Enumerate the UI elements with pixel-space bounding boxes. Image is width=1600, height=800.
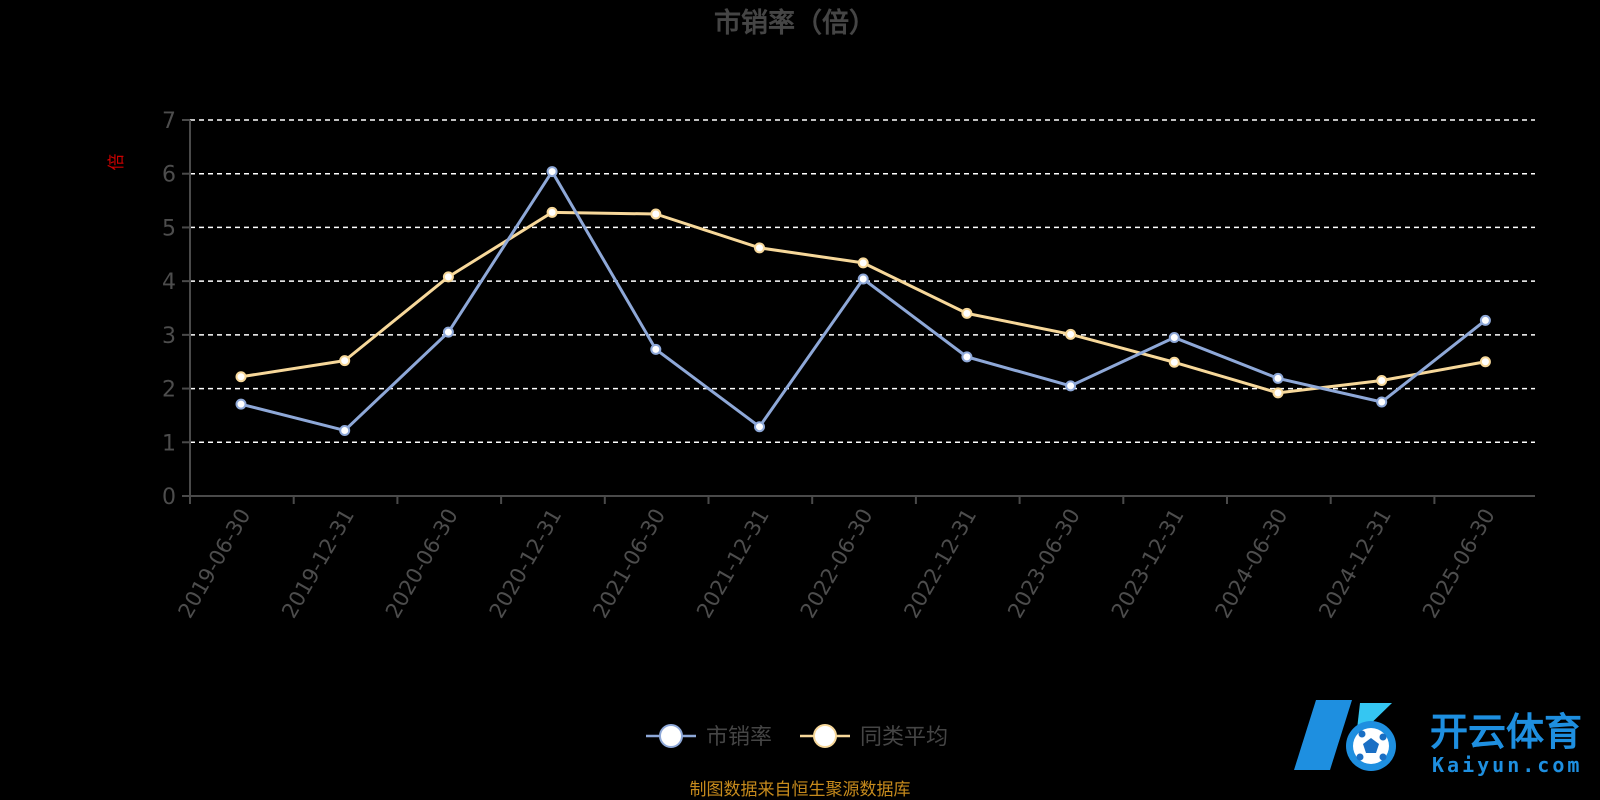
data-point-2021-06-30[interactable] <box>650 343 662 355</box>
data-point-2025-06-30[interactable] <box>1479 356 1491 368</box>
x-tick-label-2023-12-31: 2023-12-31 <box>1107 505 1189 623</box>
x-tick-label-2019-12-31: 2019-12-31 <box>277 505 359 623</box>
data-point-2024-06-30[interactable] <box>1272 372 1284 384</box>
watermark-brand-cn: 开云体育 <box>1430 710 1582 754</box>
data-point-2020-06-30[interactable] <box>442 271 454 283</box>
data-point-2023-06-30[interactable] <box>1065 380 1077 392</box>
data-point-2019-06-30[interactable] <box>235 398 247 410</box>
y-axis-ticks: 0 1 2 3 4 5 6 7 <box>162 109 190 510</box>
x-tick-label-2024-12-31: 2024-12-31 <box>1314 505 1396 623</box>
legend-label: 市销率 <box>706 725 772 750</box>
x-axis-ticks: 2019-06-30 2019-12-31 2020-06-30 2020-12-31… <box>174 496 1500 622</box>
series-ps-ratio <box>235 166 1491 436</box>
data-point-2021-12-31[interactable] <box>754 421 765 433</box>
y-tick-label-0: 0 <box>162 485 176 510</box>
y-tick-label-3: 3 <box>162 324 176 349</box>
data-point-2023-12-31[interactable] <box>1168 356 1180 368</box>
data-point-2024-12-31[interactable] <box>1376 396 1388 408</box>
x-tick-label-2024-06-30: 2024-06-30 <box>1211 505 1293 623</box>
chart-title: 市销率（倍） <box>714 7 876 39</box>
watermark: 开云体育 Kaiyun.com <box>1294 700 1582 777</box>
x-tick-label-2019-06-30: 2019-06-30 <box>174 505 256 623</box>
source-note: 制图数据来自恒生聚源数据库 <box>690 780 911 800</box>
data-point-2020-12-31[interactable] <box>546 206 558 218</box>
legend-item-ps-ratio[interactable]: 市销率 <box>646 724 772 750</box>
x-tick-label-2021-12-31: 2021-12-31 <box>692 505 774 623</box>
data-point-2019-12-31[interactable] <box>339 355 351 367</box>
data-point-2020-12-31[interactable] <box>546 166 558 178</box>
data-point-2021-06-30[interactable] <box>650 208 662 220</box>
legend-label: 同类平均 <box>860 725 948 750</box>
data-point-2022-06-30[interactable] <box>857 257 869 269</box>
y-tick-label-1: 1 <box>162 431 176 456</box>
data-point-2019-12-31[interactable] <box>339 424 351 436</box>
data-point-2020-06-30[interactable] <box>442 326 454 338</box>
x-tick-label-2020-12-31: 2020-12-31 <box>485 505 567 623</box>
axes <box>189 120 1535 497</box>
data-point-2019-06-30[interactable] <box>235 371 247 383</box>
y-tick-label-5: 5 <box>162 216 176 241</box>
data-point-2022-12-31[interactable] <box>961 351 973 363</box>
x-tick-label-2023-06-30: 2023-06-30 <box>1003 505 1085 623</box>
x-tick-label-2022-12-31: 2022-12-31 <box>899 505 981 623</box>
data-point-2024-06-30[interactable] <box>1272 387 1284 399</box>
legend: 市销率 同类平均 <box>646 724 948 750</box>
data-point-2022-12-31[interactable] <box>961 307 973 319</box>
watermark-brand-en: Kaiyun.com <box>1432 753 1582 777</box>
y-tick-label-4: 4 <box>162 270 176 295</box>
y-tick-label-6: 6 <box>162 163 176 188</box>
data-point-2023-12-31[interactable] <box>1168 332 1180 344</box>
soccer-ball-k-logo-icon <box>1294 700 1396 771</box>
data-point-2022-06-30[interactable] <box>857 273 869 285</box>
y-tick-label-7: 7 <box>162 109 176 134</box>
data-point-2023-06-30[interactable] <box>1065 328 1077 340</box>
legend-marker <box>813 724 837 748</box>
series <box>235 166 1491 436</box>
x-tick-label-2022-06-30: 2022-06-30 <box>796 505 878 623</box>
y-axis-unit-label: 倍 <box>107 154 127 171</box>
series-peer-average <box>235 206 1491 399</box>
x-tick-label-2025-06-30: 2025-06-30 <box>1418 505 1500 623</box>
data-point-2025-06-30[interactable] <box>1479 314 1491 326</box>
y-tick-label-2: 2 <box>162 378 176 403</box>
data-point-2021-12-31[interactable] <box>754 242 765 254</box>
x-tick-label-2020-06-30: 2020-06-30 <box>381 505 463 623</box>
data-point-2024-12-31[interactable] <box>1376 375 1388 387</box>
legend-item-peer-average[interactable]: 同类平均 <box>800 724 948 750</box>
series-line <box>240 210 1486 395</box>
legend-marker <box>659 724 683 748</box>
x-tick-label-2021-06-30: 2021-06-30 <box>588 505 670 623</box>
